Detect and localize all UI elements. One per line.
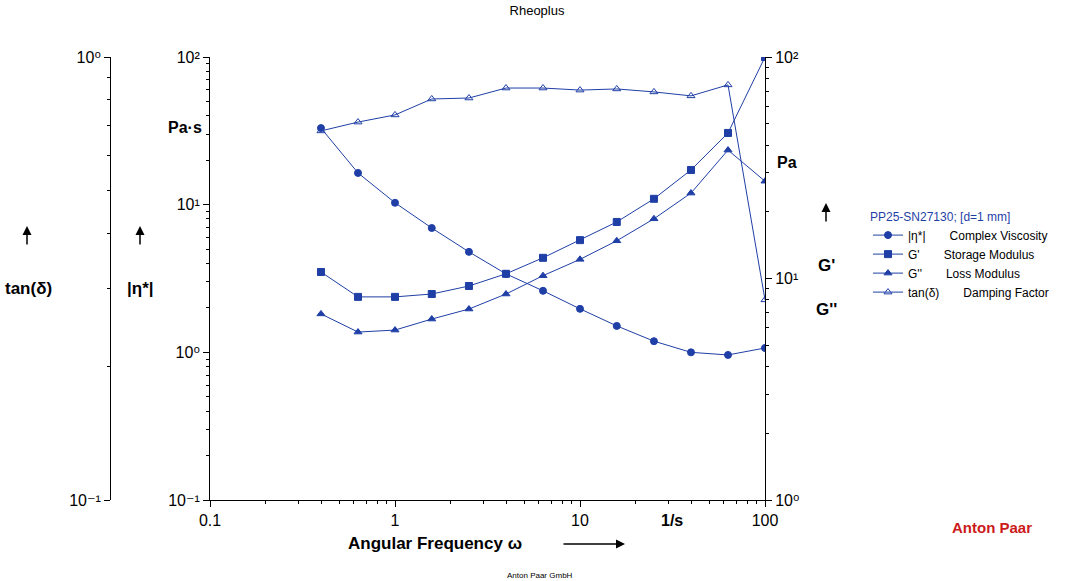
svg-text:Anton Paar: Anton Paar [952,519,1032,536]
svg-text:10¹: 10¹ [177,196,200,213]
svg-text:0.1: 0.1 [199,512,221,529]
svg-text:10: 10 [571,512,589,529]
svg-text:10⁰: 10⁰ [176,344,200,361]
svg-text:1: 1 [391,512,400,529]
svg-text:10¹: 10¹ [775,270,798,287]
svg-text:PP25-SN27130; [d=1 mm]: PP25-SN27130; [d=1 mm] [870,210,1010,224]
svg-text:tan(δ): tan(δ) [5,279,52,298]
svg-text:|η*|: |η*| [127,279,154,298]
svg-text:10²: 10² [177,49,201,66]
svg-text:10²: 10² [775,49,799,66]
svg-text:10⁻¹: 10⁻¹ [69,492,101,509]
svg-text:10⁰: 10⁰ [775,492,799,509]
svg-text:Rheoplus: Rheoplus [510,3,565,18]
svg-text:G': G' [818,256,835,275]
svg-text:Pa: Pa [777,154,797,171]
svg-text:Pa·s: Pa·s [168,119,202,136]
svg-text:G'': G'' [816,300,837,319]
svg-text:tan(δ) Damping Factor: tan(δ) Damping Factor [908,286,1049,300]
svg-text:G' Storage Modulus: G' Storage Modulus [908,248,1034,262]
svg-text:Angular Frequency ω: Angular Frequency ω [348,534,522,553]
svg-text:100: 100 [752,512,779,529]
svg-text:Anton Paar GmbH: Anton Paar GmbH [507,571,573,580]
svg-text:G'' Loss Modulus: G'' Loss Modulus [908,267,1020,281]
svg-text:10⁰: 10⁰ [77,49,101,66]
svg-text:1/s: 1/s [661,512,683,529]
svg-text:|η*| Complex Viscosity: |η*| Complex Viscosity [908,229,1047,243]
svg-text:10⁻¹: 10⁻¹ [168,492,200,509]
